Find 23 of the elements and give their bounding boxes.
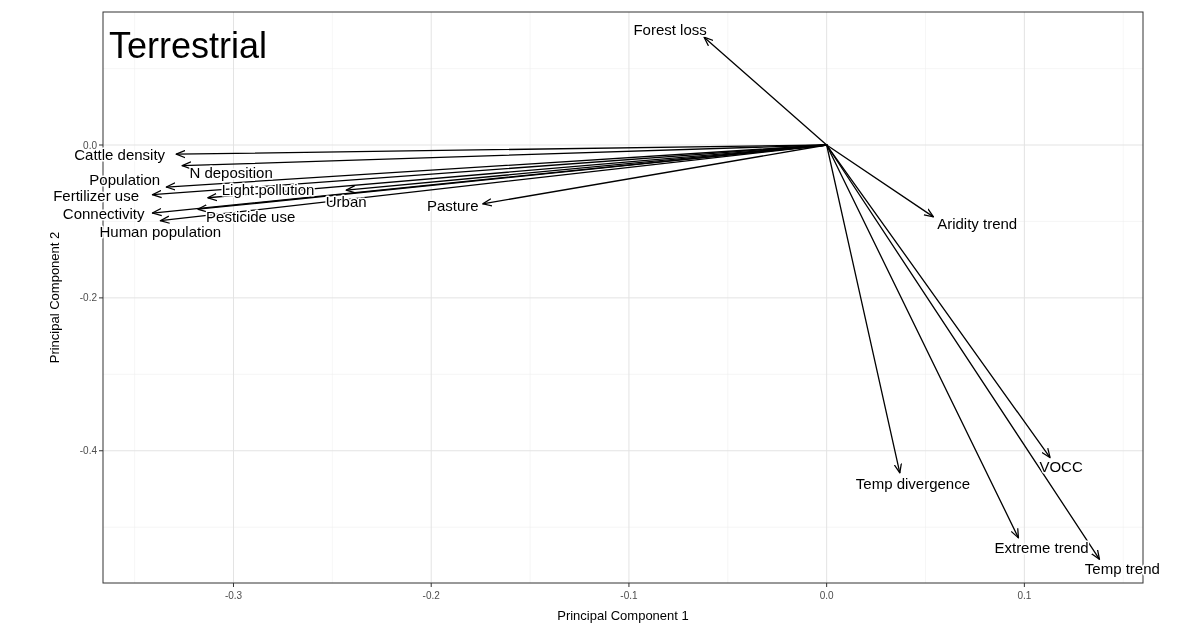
y-tick-label: 0.0 xyxy=(83,139,98,151)
x-tick-label: -0.3 xyxy=(224,590,243,601)
series-label: Temp trend xyxy=(1084,560,1160,578)
series-label: Temp divergence xyxy=(855,475,971,493)
y-axis-title: Principal Component 2 xyxy=(47,231,62,364)
x-tick-label: 0.0 xyxy=(819,590,835,601)
x-tick-label: -0.1 xyxy=(620,590,638,601)
series-label: Aridity trend xyxy=(937,214,1018,232)
y-tick-label: -0.4 xyxy=(79,445,98,457)
series-label: N deposition xyxy=(189,164,273,182)
series-label: Human population xyxy=(99,223,222,241)
series-label: VOCC xyxy=(1039,458,1083,476)
x-axis-title: Principal Component 1 xyxy=(557,608,689,623)
y-tick-label: -0.2 xyxy=(79,292,98,304)
series-label: Population xyxy=(89,170,161,188)
series-label: Pesticide use xyxy=(206,207,296,225)
series-label: Connectivity xyxy=(62,205,146,223)
series-label: Forest loss xyxy=(633,20,707,38)
chart-title: Terrestrial xyxy=(109,25,268,66)
x-tick-label: -0.2 xyxy=(422,590,441,601)
series-label: Pasture xyxy=(426,197,479,215)
x-tick-label: 0.1 xyxy=(1017,590,1032,601)
series-label: Extreme trend xyxy=(994,539,1089,557)
